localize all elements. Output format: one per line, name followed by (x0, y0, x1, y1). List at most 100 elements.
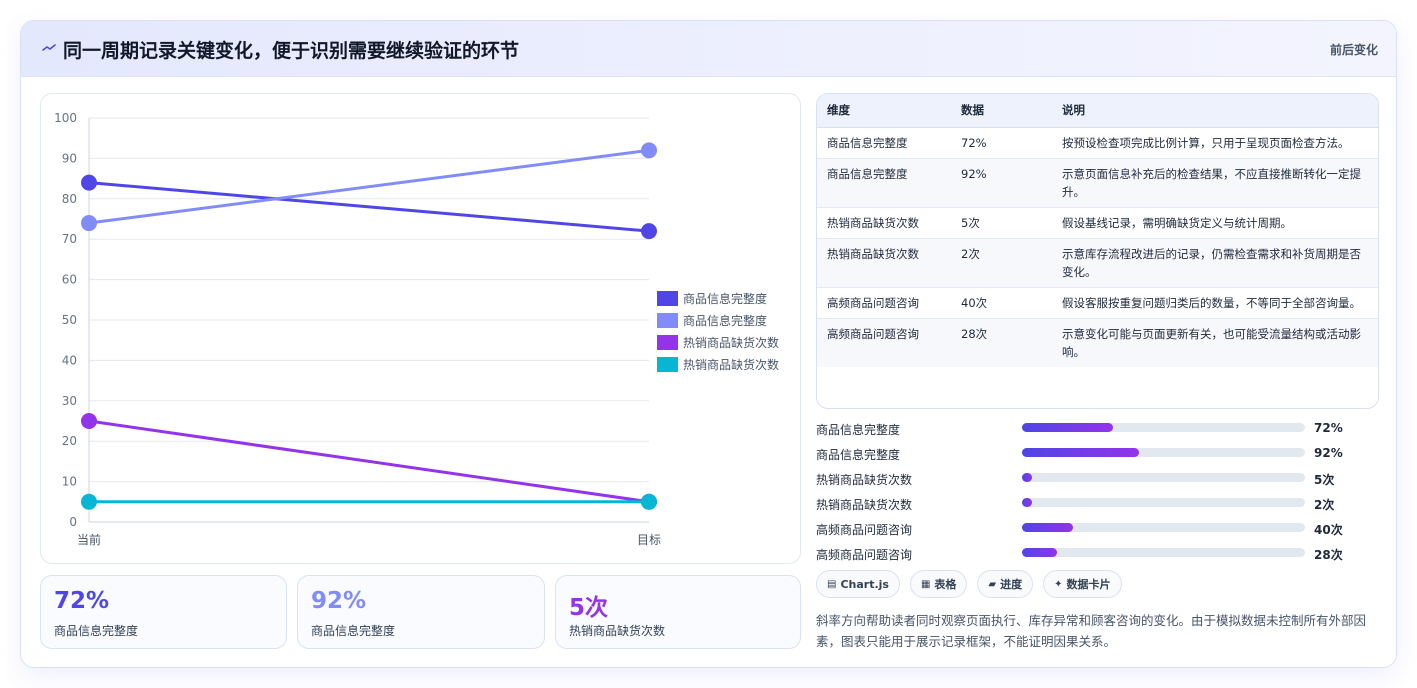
table-cell: 92% (951, 158, 1052, 208)
progress-fill (1022, 473, 1032, 482)
progress-label: 高频商品问题咨询 (816, 523, 913, 537)
y-tick-label: 50 (62, 313, 77, 327)
stat-value: 72% (54, 588, 110, 614)
data-point (641, 142, 657, 159)
legend-item[interactable]: 商品信息完整度 (657, 287, 779, 309)
table-cell: 高频商品问题咨询 (817, 287, 951, 319)
main-card: 同一周期记录关键变化，便于识别需要继续验证的环节 前后变化 0 10 20 30 40 5… (20, 20, 1397, 668)
table-cell: 热销商品缺货次数 (817, 207, 951, 239)
table-cell: 高频商品问题咨询 (817, 318, 951, 367)
stat-label: 商品信息完整度 (54, 624, 139, 638)
progress-label: 商品信息完整度 (816, 448, 901, 462)
stat-card: 5次 热销商品缺货次数 (555, 575, 801, 649)
table-cell: 5次 (951, 207, 1052, 239)
progress-row: 商品信息完整度 92% (816, 442, 1379, 467)
tech-chip[interactable]: ▦ 表格 (909, 570, 968, 598)
stat-card: 72% 商品信息完整度 (40, 575, 287, 649)
progress-label: 高频商品问题咨询 (816, 548, 913, 562)
slope-chart: 0 10 20 30 40 50 60 70 80 90 100 当前 目标 商品信息完整度 商品信息完整… (40, 93, 801, 564)
progress-value: 92% (1314, 446, 1343, 460)
y-tick-label: 30 (62, 394, 77, 408)
legend-item[interactable]: 商品信息完整度 (657, 309, 779, 331)
table-cell: 40次 (951, 287, 1052, 319)
chip-label: 表格 (934, 578, 957, 591)
y-tick-label: 60 (62, 273, 77, 287)
progress-fill (1022, 523, 1073, 532)
table-icon: ▦ (920, 578, 931, 590)
chart-legend: 商品信息完整度 商品信息完整度 热销商品缺货次数 热销商品缺货次数 (657, 287, 779, 375)
x-tick-label: 目标 (637, 533, 661, 547)
y-tick-label: 0 (69, 515, 77, 529)
progress-track (1022, 548, 1305, 557)
description-text: 斜率方向帮助读者同时观察页面执行、库存异常和顾客咨询的变化。由于模拟数据未控制所… (816, 613, 1367, 649)
progress-value: 5次 (1314, 473, 1335, 487)
data-point (81, 493, 97, 510)
legend-item[interactable]: 热销商品缺货次数 (657, 331, 779, 353)
legend-swatch (657, 312, 678, 328)
progress-fill (1022, 448, 1140, 457)
column-header: 数据 (951, 94, 1052, 128)
stat-label: 商品信息完整度 (311, 624, 396, 638)
stat-value: 5次 (569, 595, 609, 621)
progress-list: 商品信息完整度 72% 商品信息完整度 92% 热销商品缺货次数 5次 热销商品缺货次数 2次… (816, 417, 1379, 567)
table-row: 高频商品问题咨询 28次 示意变化可能与页面更新有关，也可能受流量结构或活动影响… (817, 318, 1378, 367)
progress-row: 热销商品缺货次数 5次 (816, 467, 1379, 492)
table-cell: 示意库存流程改进后的记录，仍需检查需求和补货周期是否变化。 (1052, 238, 1378, 288)
table-cell: 商品信息完整度 (817, 158, 951, 208)
progress-fill (1022, 423, 1113, 432)
series-line (88, 419, 650, 504)
stat-label: 热销商品缺货次数 (569, 624, 666, 638)
table-row: 商品信息完整度 72% 按预设检查项完成比例计算，只用于呈现页面检查方法。 (817, 127, 1378, 159)
table-row: 商品信息完整度 92% 示意页面信息补充后的检查结果，不应直接推断转化一定提升。 (817, 158, 1378, 208)
progress-track (1022, 423, 1305, 432)
table-row: 高频商品问题咨询 40次 假设客服按重复问题归类后的数量，不等同于全部咨询量。 (817, 287, 1378, 319)
tech-chips: ▤ Chart.js ▦ 表格 ▰ 进度 ✦ 数据卡片 (816, 570, 1132, 598)
legend-swatch (657, 334, 678, 350)
data-point (641, 223, 657, 240)
chart-icon: ▤ (827, 578, 837, 590)
progress-label: 商品信息完整度 (816, 423, 901, 437)
tech-chip[interactable]: ▰ 进度 (977, 570, 1034, 598)
series-line (88, 148, 650, 225)
legend-item[interactable]: 热销商品缺货次数 (657, 353, 779, 375)
sparkle-icon: ✦ (1054, 578, 1063, 590)
progress-label: 热销商品缺货次数 (816, 498, 913, 512)
progress-track (1022, 473, 1305, 482)
chip-label: 进度 (1000, 578, 1023, 591)
table-cell: 示意页面信息补充后的检查结果，不应直接推断转化一定提升。 (1052, 158, 1378, 208)
chart-canvas: 0 10 20 30 40 50 60 70 80 90 100 当前 目标 (54, 111, 661, 547)
stat-card: 92% 商品信息完整度 (297, 575, 545, 649)
table-cell: 示意变化可能与页面更新有关，也可能受流量结构或活动影响。 (1052, 318, 1378, 367)
progress-icon: ▰ (988, 578, 997, 590)
column-header: 维度 (817, 94, 951, 128)
y-tick-label: 100 (54, 111, 77, 125)
legend-label: 热销商品缺货次数 (683, 335, 780, 350)
legend-swatch (657, 356, 678, 372)
data-point (81, 174, 97, 191)
y-tick-label: 10 (62, 475, 77, 489)
legend-label: 商品信息完整度 (683, 291, 768, 306)
tech-chip[interactable]: ✦ 数据卡片 (1043, 570, 1122, 598)
table-row: 热销商品缺货次数 5次 假设基线记录，需明确缺货定义与统计周期。 (817, 207, 1378, 239)
progress-value: 40次 (1314, 523, 1343, 537)
column-header: 说明 (1052, 94, 1378, 128)
y-tick-label: 70 (62, 232, 77, 246)
progress-track (1022, 498, 1305, 507)
y-tick-label: 80 (62, 192, 77, 206)
data-point (81, 413, 97, 429)
series-line (88, 181, 650, 233)
progress-value: 28次 (1314, 548, 1343, 562)
chip-label: Chart.js (840, 577, 889, 591)
table-row: 热销商品缺货次数 2次 示意库存流程改进后的记录，仍需检查需求和补货周期是否变化… (817, 238, 1378, 288)
data-point (641, 493, 657, 510)
chip-label: 数据卡片 (1066, 578, 1111, 591)
progress-value: 2次 (1314, 498, 1335, 512)
progress-row: 商品信息完整度 72% (816, 417, 1379, 442)
data-point (81, 215, 97, 232)
y-tick-label: 20 (62, 434, 77, 448)
table-cell: 按预设检查项完成比例计算，只用于呈现页面检查方法。 (1052, 127, 1378, 159)
tech-chip[interactable]: ▤ Chart.js (816, 570, 900, 598)
y-tick-label: 90 (62, 151, 77, 165)
progress-row: 高频商品问题咨询 40次 (816, 517, 1379, 542)
table-cell: 商品信息完整度 (817, 127, 951, 159)
